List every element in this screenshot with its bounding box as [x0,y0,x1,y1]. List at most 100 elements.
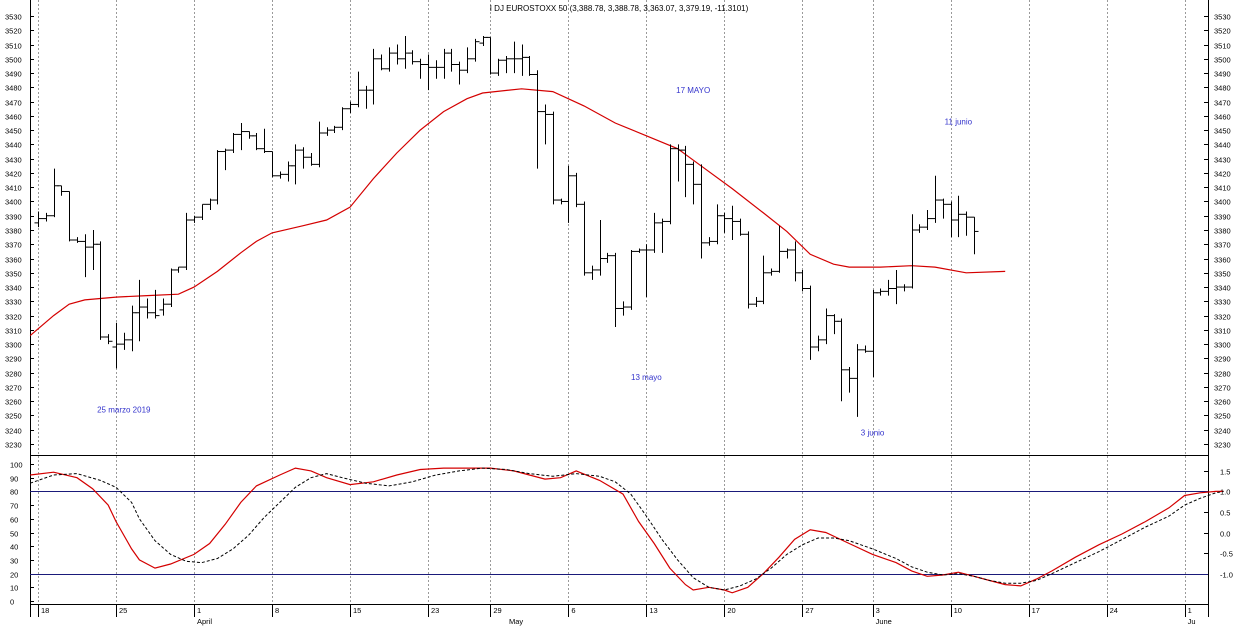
price-axis: 3230 3230 3240 3240 3250 3250 3260 3260 3270 3270… [5,13,1231,450]
price-tick-label-left: 3410 [5,184,22,193]
ohlc-bar [65,190,74,242]
price-tick-label-right: 3500 [1214,56,1231,65]
date-tick-label: 1 [197,606,201,615]
ohlc-bar [845,366,854,393]
ohlc-bar [728,205,737,240]
ohlc-bar [385,47,394,72]
ohlc-bar [970,216,979,255]
ohlc-bar [135,279,144,342]
ohlc-bar [861,345,870,353]
price-tick-label-left: 3440 [5,141,22,150]
price-tick-label-left: 3270 [5,384,22,393]
price-tick-label-right: 3440 [1214,141,1231,150]
price-tick-label-left: 3530 [5,13,22,22]
price-tick-label-right: 3300 [1214,341,1231,350]
ohlc-bar [666,144,675,225]
ohlc-bar [549,111,558,205]
price-tick-label-right: 3370 [1214,241,1231,250]
oscillator-tick-label-left: 30 [10,557,18,566]
ohlc-bar [876,288,885,296]
ohlc-bar [377,54,386,71]
ohlc-bar [299,147,308,169]
ohlc-bar [588,265,597,280]
ohlc-bar [603,252,612,263]
price-tick-label-left: 3380 [5,227,22,236]
ohlc-bar [580,201,589,276]
ohlc-bar [276,171,285,179]
ohlc-bar [486,36,495,75]
oscillator-tick-label-right: 0.0 [1220,530,1230,539]
ohlc-bar [34,211,43,228]
price-tick-label-right: 3490 [1214,70,1231,79]
annotations-layer: 25 marzo 2019 17 MAYO 13 mayo 11 junio 3 jun… [97,86,973,437]
ohlc-bar [432,60,441,79]
date-tick-label: 27 [805,606,813,615]
ohlc-bar [837,318,846,402]
ohlc-bar [923,210,932,230]
price-tick-label-left: 3240 [5,427,22,436]
oscillator-tick-label-left: 40 [10,543,18,552]
ohlc-bar [252,132,261,151]
moving-average-layer [29,88,1006,337]
ohlc-bar [627,249,636,310]
oscillator-tick-label-left: 80 [10,488,18,497]
price-tick-label-left: 3400 [5,198,22,207]
date-tick-label: 25 [119,606,127,615]
ohlc-bar [611,252,620,328]
ohlc-bar [697,164,706,259]
price-tick-label-right: 3330 [1214,298,1231,307]
ohlc-bar [658,218,667,253]
month-label: April [197,617,212,626]
ohlc-bar [151,289,160,319]
ohlc-bar [783,248,792,259]
ohlc-bar [915,224,924,233]
ohlc-bar [502,55,511,74]
price-tick-label-left: 3430 [5,156,22,165]
price-tick-label-left: 3390 [5,213,22,222]
ohlc-bar [510,41,519,74]
ohlc-bar [120,332,129,350]
date-tick-label: 15 [353,606,361,615]
price-tick-label-left: 3330 [5,298,22,307]
price-tick-label-right: 3260 [1214,398,1231,407]
ohlc-bar [767,268,776,276]
price-tick-label-right: 3230 [1214,441,1231,450]
date-tick-label: 29 [493,606,501,615]
price-tick-label-right: 3350 [1214,270,1231,279]
price-tick-label-left: 3280 [5,370,22,379]
price-tick-label-right: 3250 [1214,412,1231,421]
ohlc-bar [533,70,542,169]
ohlc-bar [57,185,66,196]
ohlc-bar [892,269,901,305]
price-tick-label-left: 3360 [5,256,22,265]
date-tick-label: 13 [649,606,657,615]
price-tick-label-right: 3510 [1214,42,1231,51]
oscillator-tick-label-left: 50 [10,530,18,539]
price-tick-label-left: 3420 [5,170,22,179]
ohlc-bars-layer [34,35,979,417]
ohlc-bar [798,269,807,292]
oscillator-axis: 0 10 20 30 40 50 60 70 80 90 100 1.5 1.0 0.5 0.0 -0.5 -1… [10,461,1233,607]
price-tick-label-left: 3490 [5,70,22,79]
oscillator-tick-label-right: -0.5 [1220,550,1233,559]
ohlc-bar [954,195,963,238]
price-tick-label-left: 3470 [5,99,22,108]
ohlc-bar [572,172,581,208]
month-label: May [509,617,523,626]
date-tick-label: 20 [727,606,735,615]
price-tick-label-right: 3470 [1214,99,1231,108]
ohlc-bar [681,145,690,198]
chart-annotation: 3 junio [861,428,885,437]
oscillator-lines-layer [30,467,1224,594]
ohlc-bar [541,104,550,145]
ohlc-bar [424,54,433,91]
ohlc-bar [112,322,121,369]
ohlc-bar [416,58,425,79]
oscillator-main-line [30,467,1224,594]
price-tick-label-right: 3530 [1214,13,1231,22]
chart-annotation: 25 marzo 2019 [97,406,151,415]
ohlc-bar [260,128,269,153]
ohlc-bar [198,203,207,221]
chart-title: I DJ EUROSTOXX 50 (3,388.78, 3,388.78, 3… [490,4,749,13]
ohlc-bar [143,298,152,319]
